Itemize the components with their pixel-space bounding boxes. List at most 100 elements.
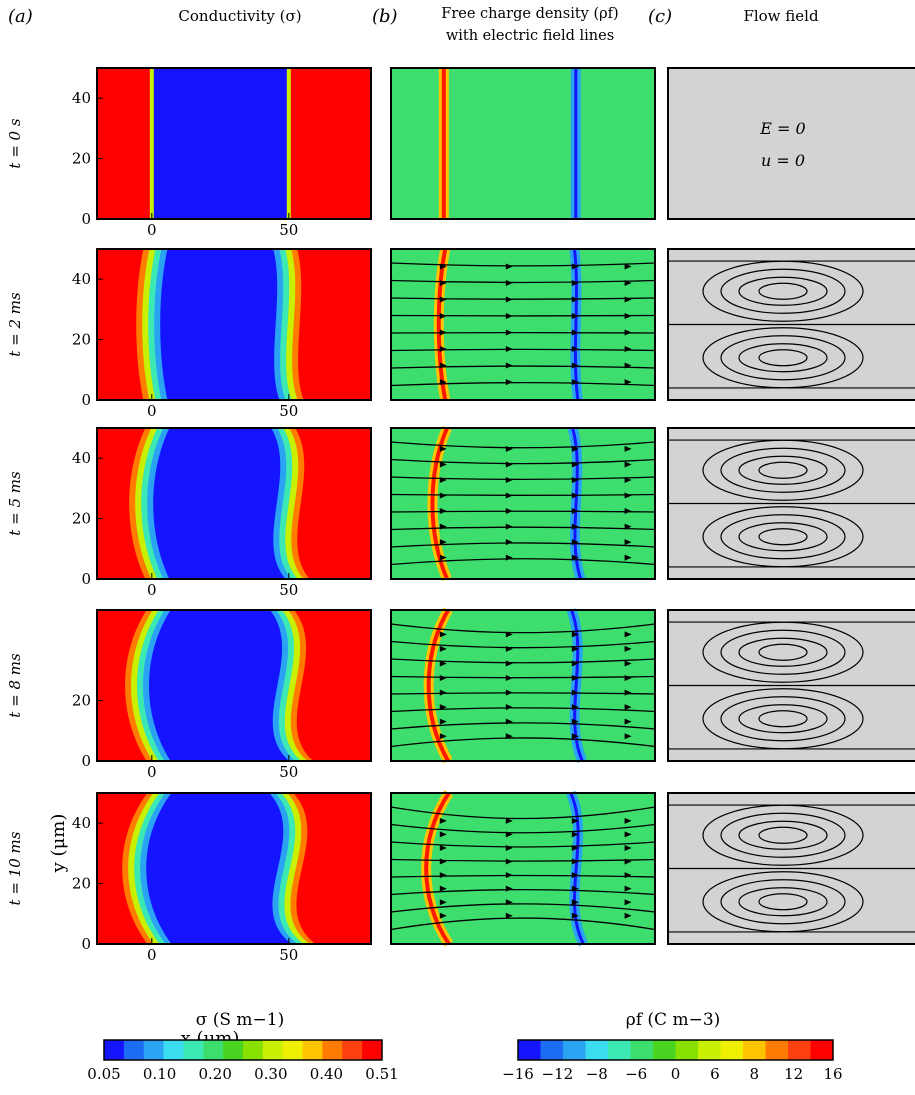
field-arrow [439,461,447,468]
field-arrow [439,645,447,652]
figure-row: t = 2 ms 0 20 40 0 50 [6,248,915,420]
colorbar-tick-label: 0.40 [310,1065,343,1083]
field-arrow [624,885,632,892]
field-arrow [571,313,579,320]
field-arrow [571,346,579,353]
flow-field-panel [667,427,915,580]
y-tick-label: 0 [81,935,91,953]
field-arrow [439,689,447,696]
charge-density-panel [390,426,656,581]
field-arrow [439,704,447,711]
colorbar-tick-label: 0.30 [254,1065,287,1083]
colorbar-frame [517,1039,834,1061]
x-tick-label: 50 [279,402,298,420]
field-arrow [571,912,579,919]
field-arrow [505,554,513,561]
field-arrow [505,279,513,286]
vortex-streamline [758,826,808,844]
electric-field-line [390,262,656,267]
field-arrow [571,872,579,879]
y-tick-label: 20 [72,692,91,710]
colorbar-swatch [183,1040,204,1060]
colorbar-swatch [282,1040,304,1060]
electric-field-line [390,823,656,834]
electric-field-line [390,279,656,284]
conductivity-contour [149,610,290,761]
electric-field-line [390,382,656,387]
y-tick-label: 0 [81,391,91,409]
field-arrow [439,279,447,286]
electric-field-line [390,917,656,931]
conductivity-panel: 0 20 40 0 50 [72,427,372,599]
field-arrow [439,675,447,682]
field-arrow [624,362,632,369]
field-arrow [571,645,579,652]
electric-field-line [390,737,656,748]
colorbar-tick-label: 12 [784,1065,803,1083]
electric-field-line [390,476,656,481]
vortex-streamline [758,461,808,479]
vortex-streamline [720,335,846,381]
field-arrow [505,461,513,468]
colorbar-swatch [653,1040,676,1060]
colorbar-tick-label: −12 [542,1065,574,1083]
plot-frame [390,67,656,220]
field-arrow [624,899,632,906]
field-arrow [571,817,579,824]
colorbar-swatch [743,1040,766,1060]
vortex-streamline [738,276,828,306]
charge-background [391,249,655,400]
field-arrow [505,445,513,452]
field-arrow [624,523,632,530]
flow-field-panel [667,248,915,401]
negative-charge-core [570,609,584,762]
colorbar-tick-label: 6 [710,1065,720,1083]
electric-field-zero: E = 0 [759,119,805,138]
positive-charge-core [424,791,451,946]
row-time-label: t = 2 ms [6,292,24,357]
field-arrow [505,296,513,303]
vortex-streamline [720,879,846,925]
field-arrow [439,476,447,483]
column-title-c: Flow field [743,7,819,25]
electric-field-line [390,806,656,820]
column-title-a: Conductivity (σ) [178,7,301,25]
field-arrow [571,660,579,667]
row-time-label: t = 0 s [6,118,24,168]
interface-line [286,68,291,219]
plot-frame [96,792,372,945]
colorbar-swatch [675,1040,699,1060]
field-arrow [624,704,632,711]
field-arrow [439,631,447,638]
field-arrow [624,844,632,851]
colorbar-swatch [788,1040,811,1060]
vortex-streamline [758,893,808,911]
colorbar-swatch [765,1040,789,1060]
vortex-streamline [738,343,828,373]
flow-field-panel [667,792,915,945]
field-arrow [505,718,513,725]
field-arrow [624,733,632,740]
sigma-colorbar: 0.05 0.10 0.20 0.30 0.40 0.51 [87,1039,399,1083]
figure-row: t = 5 ms 0 20 40 0 50 [6,426,915,599]
flow-field-panel [667,609,915,762]
x-tick-label: 50 [279,946,298,964]
field-arrow [624,476,632,483]
panel-label-b: (b) [372,6,398,27]
panel-label-a: (a) [8,6,33,27]
field-arrow [439,508,447,515]
electric-field-line [390,542,656,548]
electric-field-line [390,297,656,300]
field-arrow [624,379,632,386]
field-arrow [505,631,513,638]
field-arrow [624,296,632,303]
y-tick-label: 40 [72,89,91,107]
colorbar-frame [103,1039,383,1061]
vortex-streamline [738,887,828,917]
field-arrow [571,899,579,906]
field-arrow [439,346,447,353]
plot-frame [96,609,372,762]
conductivity-contour [146,793,292,944]
electric-field-line [390,841,656,848]
field-arrow [571,379,579,386]
